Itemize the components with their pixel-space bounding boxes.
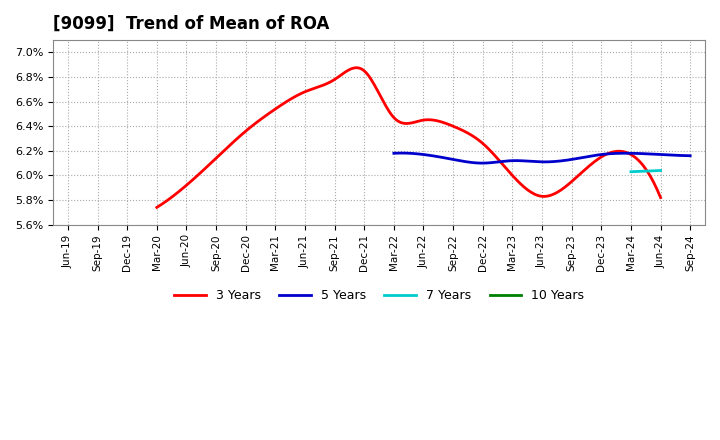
5 Years xyxy=(446,156,455,161)
5 Years xyxy=(686,153,695,158)
Line: 5 Years: 5 Years xyxy=(394,153,690,163)
Text: [9099]  Trend of Mean of ROA: [9099] Trend of Mean of ROA xyxy=(53,15,330,33)
3 Years xyxy=(154,204,163,209)
Line: 3 Years: 3 Years xyxy=(157,68,660,207)
5 Years xyxy=(664,152,672,158)
3 Years xyxy=(656,195,665,200)
3 Years xyxy=(462,130,471,135)
7 Years xyxy=(656,168,665,173)
3 Years xyxy=(611,149,619,154)
3 Years xyxy=(351,65,360,70)
7 Years xyxy=(626,169,635,174)
5 Years xyxy=(403,150,412,156)
5 Years xyxy=(390,150,398,156)
3 Years xyxy=(579,169,588,174)
Legend: 3 Years, 5 Years, 7 Years, 10 Years: 3 Years, 5 Years, 7 Years, 10 Years xyxy=(169,284,589,307)
5 Years xyxy=(409,151,418,156)
5 Years xyxy=(397,150,405,156)
3 Years xyxy=(452,125,461,130)
3 Years xyxy=(153,205,161,210)
5 Years xyxy=(477,161,486,166)
3 Years xyxy=(454,126,463,131)
Line: 7 Years: 7 Years xyxy=(631,171,660,172)
5 Years xyxy=(674,153,683,158)
5 Years xyxy=(470,160,479,165)
